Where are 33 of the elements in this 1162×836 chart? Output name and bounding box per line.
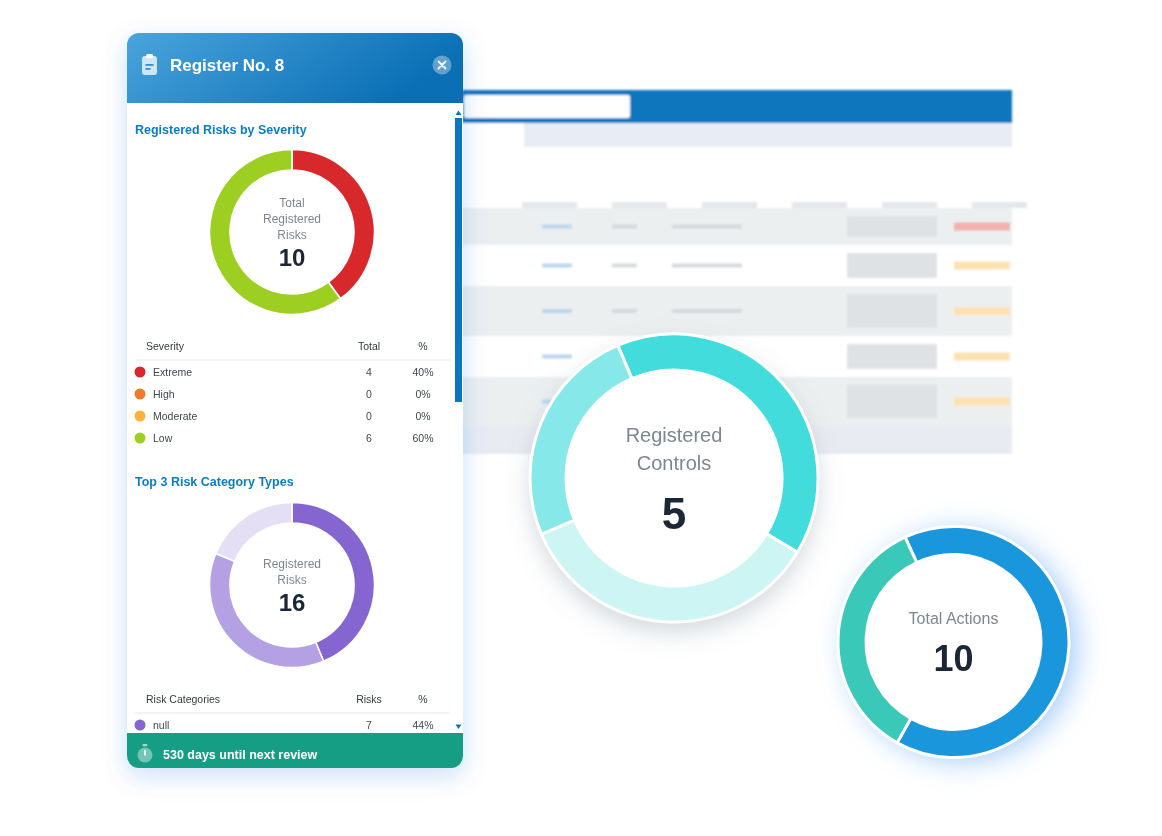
text: Register No. 8 <box>170 56 285 75</box>
legend-label: High <box>153 388 175 400</box>
legend-label: null <box>153 719 170 731</box>
text: 10 <box>933 638 974 680</box>
text: 0 <box>366 410 372 422</box>
data-label: 4 <box>366 366 373 378</box>
text: % <box>418 340 428 352</box>
text: 60% <box>412 432 434 444</box>
legend-label: Low <box>153 432 173 444</box>
legend-title: Severity <box>146 340 185 352</box>
text: 0 <box>366 388 372 400</box>
text: 5 <box>661 488 687 538</box>
text: 0% <box>415 410 431 422</box>
data-label: 7 <box>366 719 373 731</box>
text: Total <box>357 340 381 352</box>
chart-title: Top 3 Risk Category Types <box>135 475 294 489</box>
legend-label: Moderate <box>153 410 198 422</box>
text: Risks <box>356 693 382 705</box>
text: 530 days until next review <box>163 748 318 762</box>
text: Registered Controls <box>625 423 723 474</box>
text: Total Registered Risks <box>262 195 322 242</box>
text: 44% <box>412 719 434 731</box>
text: Registered Risks <box>262 556 322 587</box>
chart-title: Registered Risks by Severity <box>135 123 307 137</box>
legend-title: Risk Categories <box>146 693 221 705</box>
legend-label: Extreme <box>153 366 193 378</box>
data-label: 6 <box>366 432 373 444</box>
text: 16 <box>278 589 306 617</box>
text: Total Actions <box>908 610 999 628</box>
text: 10 <box>278 244 306 272</box>
text: 0% <box>415 388 431 400</box>
text: % <box>418 693 428 705</box>
text: 40% <box>412 366 434 378</box>
